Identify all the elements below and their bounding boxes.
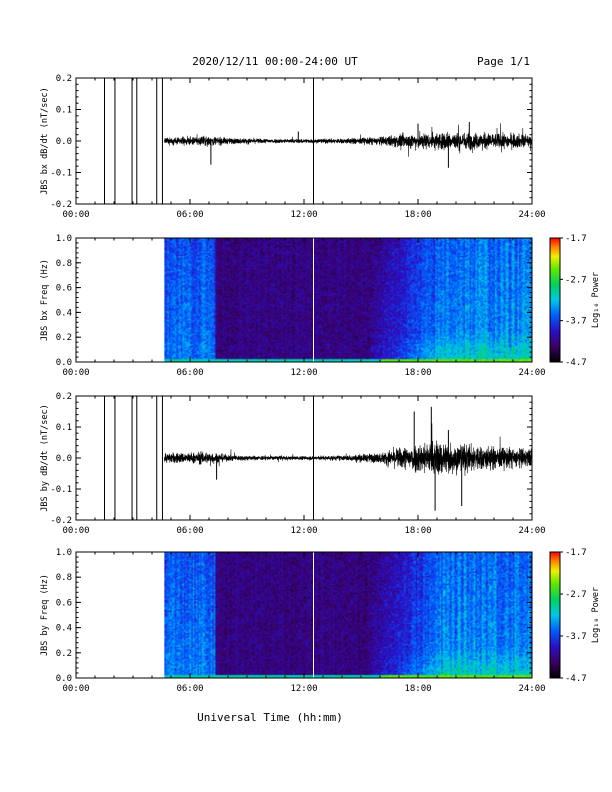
panel-by-dbdt: 00:00 06:00 12:00 18:00 24:00 0.2 0.1 0.0 -0.1 -0… <box>40 392 546 536</box>
signal-trace <box>164 123 533 157</box>
signal-trace <box>164 423 533 476</box>
colorbar-tick-label: -3.7 <box>565 317 587 327</box>
colorbar-tick-label: -1.7 <box>565 234 587 244</box>
x-tick-label: 06:00 <box>176 526 203 536</box>
x-tick-label: 12:00 <box>290 210 317 220</box>
x-tick-label: 12:00 <box>290 368 317 378</box>
x-tick-label: 18:00 <box>404 368 431 378</box>
y-tick-label: 0.6 <box>56 284 72 294</box>
y-axis-label: JBS bx Freq (Hz) <box>40 259 50 341</box>
y-tick-label: 0.2 <box>56 74 72 84</box>
y-tick-label: 0.2 <box>56 333 72 343</box>
x-tick-label: 12:00 <box>290 684 317 694</box>
x-tick-label: 00:00 <box>62 210 89 220</box>
y-tick-label: 0.0 <box>56 454 72 464</box>
y-tick-label: 1.0 <box>56 234 72 244</box>
x-tick-label: 00:00 <box>62 368 89 378</box>
x-tick-label: 24:00 <box>518 526 545 536</box>
y-tick-label: -0.2 <box>50 516 72 526</box>
y-axis-label: JBS bx dB/dt (nT/sec) <box>40 87 50 194</box>
colorbar-label: Log₁₀ Power <box>591 272 601 328</box>
colorbar-tick-label: -2.7 <box>565 590 587 600</box>
panel-bx-dbdt: 00:00 06:00 12:00 18:00 24:00 0.2 0.1 0.0 -0.1 -0… <box>40 74 546 220</box>
y-tick-label: 0.4 <box>56 624 72 634</box>
y-axis-label: JBS by Freq (Hz) <box>40 574 50 656</box>
page-number: Page 1/1 <box>477 55 530 68</box>
y-tick-label: 0.0 <box>56 674 72 684</box>
colorbar-tick-label: -2.7 <box>565 275 587 285</box>
x-tick-label: 24:00 <box>518 368 545 378</box>
colorbar-tick-label: -4.7 <box>565 358 587 368</box>
x-tick-label: 18:00 <box>404 210 431 220</box>
x-tick-label: 18:00 <box>404 684 431 694</box>
y-axis-label: JBS by dB/dt (nT/sec) <box>40 404 50 511</box>
y-tick-label: 0.0 <box>56 137 72 147</box>
y-tick-label: 0.2 <box>56 392 72 402</box>
y-tick-label: 0.1 <box>56 106 72 116</box>
x-tick-label: 06:00 <box>176 210 203 220</box>
panel-by-freq: 00:00 06:00 12:00 18:00 24:00 1.0 0.8 0.6 0.4 0.2… <box>40 548 601 694</box>
x-tick-label: 24:00 <box>518 684 545 694</box>
x-tick-label: 06:00 <box>176 368 203 378</box>
colorbar-tick-label: -1.7 <box>565 548 587 558</box>
x-axis-title: Universal Time (hh:mm) <box>197 711 343 724</box>
y-tick-label: 0.0 <box>56 358 72 368</box>
y-tick-label: 1.0 <box>56 548 72 558</box>
x-tick-label: 06:00 <box>176 684 203 694</box>
y-tick-label: 0.8 <box>56 259 72 269</box>
y-tick-label: -0.1 <box>50 485 72 495</box>
x-tick-label: 00:00 <box>62 684 89 694</box>
colorbar-label: Log₁₀ Power <box>591 587 601 643</box>
x-tick-label: 12:00 <box>290 526 317 536</box>
y-tick-label: -0.2 <box>50 200 72 210</box>
colorbar-tick-label: -4.7 <box>565 674 587 684</box>
colorbar <box>549 237 561 363</box>
y-tick-label: -0.1 <box>50 169 72 179</box>
page-title: 2020/12/11 00:00-24:00 UT <box>192 55 358 68</box>
colorbar-tick-label: -3.7 <box>565 632 587 642</box>
y-tick-label: 0.1 <box>56 423 72 433</box>
y-tick-label: 0.8 <box>56 573 72 583</box>
x-tick-label: 00:00 <box>62 526 89 536</box>
y-tick-label: 0.4 <box>56 308 72 318</box>
x-tick-label: 18:00 <box>404 526 431 536</box>
y-tick-label: 0.2 <box>56 649 72 659</box>
panel-bx-freq: 00:00 06:00 12:00 18:00 24:00 1.0 0.8 0.6 0.4 0.2… <box>40 234 601 378</box>
x-tick-label: 24:00 <box>518 210 545 220</box>
colorbar <box>549 551 561 679</box>
spectrogram-image <box>164 238 533 362</box>
spectrogram-image <box>164 552 533 678</box>
y-tick-label: 0.6 <box>56 598 72 608</box>
